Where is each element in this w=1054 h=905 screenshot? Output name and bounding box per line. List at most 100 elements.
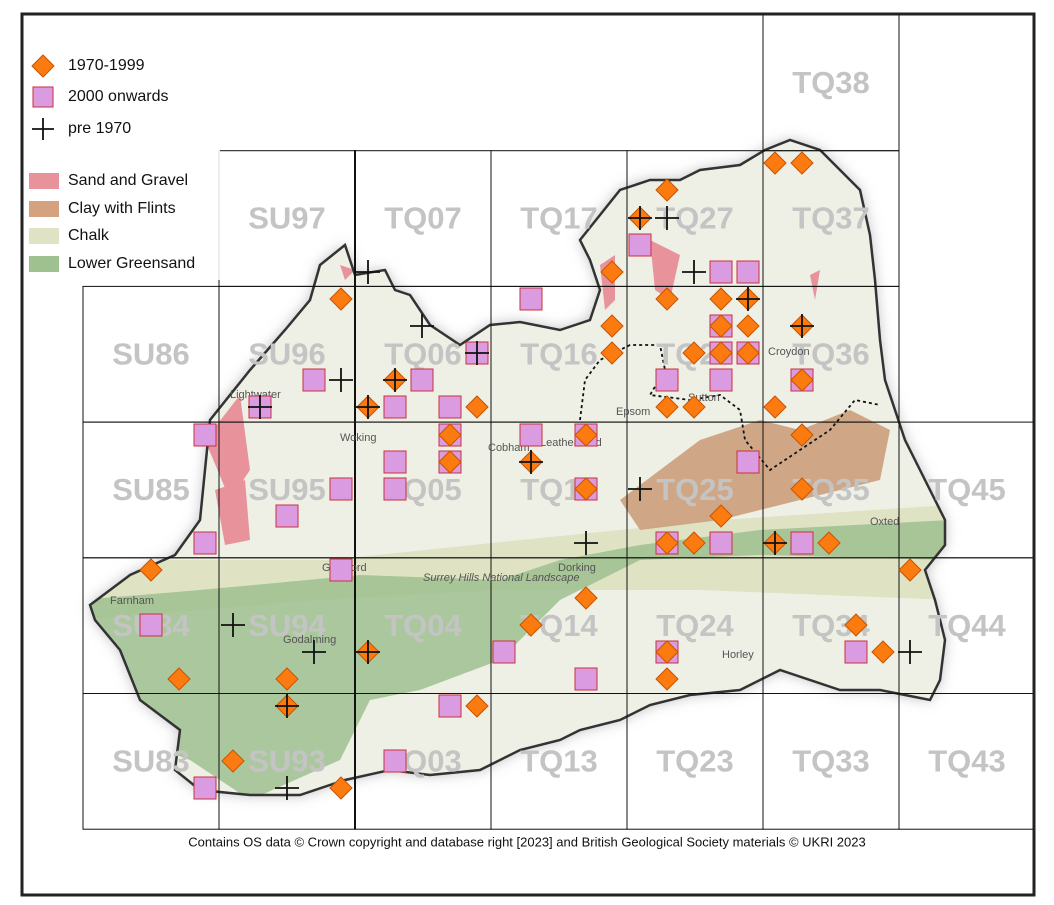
legend-label: 1970-1999 — [68, 57, 145, 74]
plus-marker — [275, 776, 299, 800]
square-marker — [139, 613, 163, 637]
square-marker — [329, 558, 353, 582]
diamond-marker — [763, 151, 787, 175]
grid-label: SU86 — [112, 336, 190, 371]
square-marker — [32, 86, 54, 108]
grid-label: TQ17 — [520, 201, 598, 236]
grid-label: TQ45 — [928, 472, 1006, 507]
square-marker — [655, 368, 679, 392]
square-marker — [628, 233, 652, 257]
legend-swatch — [29, 201, 59, 217]
diamond-marker — [167, 667, 191, 691]
square-marker — [302, 368, 326, 392]
diamond-marker — [655, 287, 679, 311]
legend: 1970-1999 2000 onwards pre 1970 Sand and Gr… — [25, 45, 220, 280]
plus-marker — [655, 206, 679, 230]
diamond-marker — [655, 395, 679, 419]
square-marker — [410, 368, 434, 392]
diamond-marker — [600, 341, 624, 365]
square-marker — [736, 260, 760, 284]
grid-label: TQ07 — [384, 201, 462, 236]
plus-marker — [736, 287, 760, 311]
square-marker — [709, 531, 733, 555]
place-label: Surrey Hills National Landscape — [423, 572, 580, 584]
diamond-marker — [329, 287, 353, 311]
diamond-marker — [655, 178, 679, 202]
diamond-marker — [763, 395, 787, 419]
grid-label: TQ37 — [792, 201, 870, 236]
plus-marker — [356, 260, 380, 284]
plus-marker — [32, 118, 54, 140]
plus-marker — [898, 640, 922, 664]
diamond-marker — [655, 640, 679, 664]
diamond-marker — [519, 613, 543, 637]
diamond-marker — [898, 558, 922, 582]
square-marker — [383, 395, 407, 419]
place-label: Cobham — [488, 442, 530, 454]
plus-marker — [302, 640, 326, 664]
plus-marker — [574, 531, 598, 555]
diamond-marker — [438, 450, 462, 474]
diamond-marker — [709, 341, 733, 365]
place-label: Oxted — [870, 516, 899, 528]
diamond-marker — [736, 314, 760, 338]
diamond-marker — [817, 531, 841, 555]
square-marker — [438, 395, 462, 419]
square-marker — [193, 776, 217, 800]
plus-marker — [248, 395, 272, 419]
square-marker — [329, 477, 353, 501]
place-label: Godalming — [283, 634, 336, 646]
plus-marker — [329, 368, 353, 392]
plus-marker — [628, 206, 652, 230]
square-marker — [492, 640, 516, 664]
grid-label: TQ13 — [520, 744, 598, 779]
grid-label: SU97 — [248, 201, 326, 236]
diamond-marker — [275, 667, 299, 691]
markers — [139, 151, 922, 800]
square-marker — [383, 749, 407, 773]
plus-marker — [275, 694, 299, 718]
square-marker — [736, 450, 760, 474]
diamond-marker — [682, 531, 706, 555]
diamond-marker — [682, 395, 706, 419]
square-marker — [438, 694, 462, 718]
diamond-marker — [600, 314, 624, 338]
square-marker — [193, 423, 217, 447]
place-label: Horley — [722, 649, 754, 661]
square-marker — [383, 450, 407, 474]
legend-swatch — [29, 173, 59, 189]
place-label: Farnham — [110, 595, 154, 607]
grid-label: TQ06 — [384, 336, 462, 371]
diamond-marker — [790, 423, 814, 447]
grid-label: TQ24 — [656, 608, 734, 643]
grid-label: SU95 — [248, 472, 326, 507]
legend-label: Sand and Gravel — [68, 172, 188, 189]
square-marker — [383, 477, 407, 501]
grid-label: SU96 — [248, 336, 326, 371]
diamond-marker — [736, 341, 760, 365]
diamond-marker — [709, 504, 733, 528]
square-marker — [519, 423, 543, 447]
diamond-marker — [465, 395, 489, 419]
grid-label: TQ25 — [656, 472, 734, 507]
attribution: Contains OS data © Crown copyright and d… — [188, 834, 865, 849]
place-label: Woking — [340, 432, 376, 444]
square-marker — [844, 640, 868, 664]
diamond-marker — [655, 531, 679, 555]
diamond-marker — [438, 423, 462, 447]
plus-marker — [519, 450, 543, 474]
plus-marker — [465, 341, 489, 365]
square-marker — [574, 667, 598, 691]
legend-label: Lower Greensand — [68, 255, 195, 272]
grid-label: TQ36 — [792, 336, 870, 371]
plus-marker — [356, 640, 380, 664]
diamond-marker — [329, 776, 353, 800]
diamond-marker — [844, 613, 868, 637]
diamond-marker — [790, 151, 814, 175]
grid-label: SU83 — [112, 744, 190, 779]
grid-label: TQ44 — [928, 608, 1006, 643]
plus-marker — [763, 531, 787, 555]
grid-label: TQ23 — [656, 744, 734, 779]
